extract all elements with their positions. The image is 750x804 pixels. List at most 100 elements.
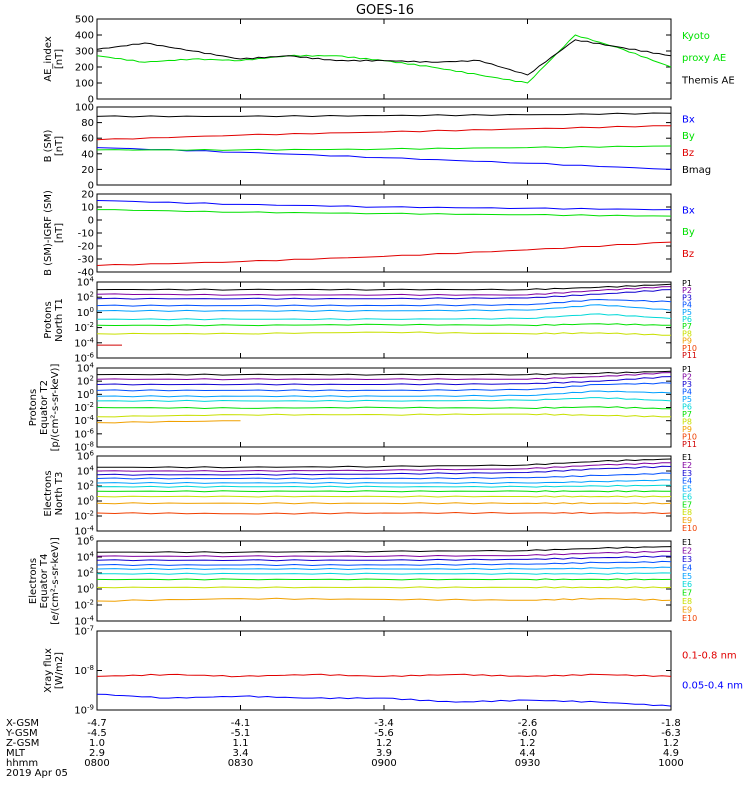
y-axis-label: B (SM)	[43, 129, 54, 162]
panel-bsm: 0 20 40 60 80 100 B (SM) [nT] Bx By Bz Bmag	[43, 103, 711, 192]
series-line-p2	[96, 372, 672, 381]
legend-entry: P9	[682, 337, 692, 346]
series-line-bmag	[96, 112, 672, 118]
x-axis-value: -4.5	[87, 728, 107, 739]
series-line-p7	[96, 323, 672, 327]
y-axis-label: [p/(cm²-s-sr-keV)]	[50, 364, 61, 452]
series-line-p9	[96, 420, 241, 424]
legend-entry: By	[682, 227, 695, 238]
x-axis-value: 1000	[658, 758, 683, 769]
x-axis-value: 1.1	[233, 738, 249, 749]
y-tick-label: 10-4	[74, 336, 94, 349]
legend-entry: proxy AE	[682, 53, 726, 64]
series-line-by	[97, 209, 672, 217]
y-tick-label: 102	[77, 567, 94, 580]
y-tick-label: -30	[78, 255, 94, 266]
x-axis-value: 4.9	[663, 748, 679, 759]
y-tick-label: 106	[77, 450, 95, 463]
series-line-e1	[96, 458, 672, 469]
plot-date: 2019 Apr 05	[6, 768, 68, 779]
series-line-p5	[96, 390, 672, 398]
legend-entry: P3	[682, 293, 692, 302]
y-axis-label: [nT]	[54, 49, 65, 69]
series-line-e5	[96, 479, 672, 485]
legend-entry: P4	[682, 388, 692, 397]
y-axis-label: Xray flux	[43, 648, 54, 693]
legend-entry: P2	[682, 286, 692, 295]
x-axis-value: -6.0	[518, 728, 538, 739]
series-line-p3	[96, 289, 672, 300]
series-line-p5	[96, 304, 672, 312]
y-tick-label: 10-2	[74, 599, 94, 612]
series-line-e4	[96, 472, 672, 480]
x-axis-value: 0800	[84, 758, 109, 769]
y-tick-label: 10-2	[74, 401, 94, 414]
y-tick-label: 0	[88, 95, 94, 106]
x-axis-value: -5.6	[374, 728, 394, 739]
y-tick-label: 20	[81, 190, 94, 201]
y-axis-label: North T1	[54, 298, 65, 342]
y-axis-label: Protons	[28, 389, 39, 426]
y-tick-label: 10	[81, 203, 94, 214]
y-axis-label: Electrons	[43, 470, 54, 516]
panel-ae: 0 100 200 300 400 500 AE_index [nT] Kyoto proxy A…	[43, 15, 735, 106]
series-line-e10	[96, 511, 672, 515]
legend-entry: P11	[682, 351, 697, 360]
panel-xray: 10-9 10-8 10-7 Xray flux [W/m2] 0.1-0.8 nm 0.0…	[43, 625, 743, 717]
series-line-e3	[96, 555, 672, 562]
series-line-e5	[96, 566, 672, 571]
x-axis-value: -5.1	[231, 728, 251, 739]
legend-entry: P1	[682, 279, 692, 288]
y-tick-label: 10-9	[74, 704, 94, 717]
legend-entry: E3	[682, 469, 692, 478]
y-tick-label: 104	[77, 465, 95, 478]
y-tick-label: 106	[77, 535, 95, 548]
series-line-e2	[96, 462, 671, 473]
y-axis-label: North T3	[54, 472, 65, 516]
panel-frame	[96, 281, 672, 359]
series-line-e9	[96, 597, 672, 602]
series-line-bz	[96, 241, 672, 266]
legend-entry: P11	[682, 440, 697, 449]
y-tick-label: 10-4	[74, 414, 94, 427]
legend-entry: E3	[682, 555, 692, 564]
y-axis-label: [W/m2]	[54, 652, 65, 689]
legend-entry: P5	[682, 308, 692, 317]
x-axis-row-label: X-GSM	[6, 718, 39, 729]
plot-title: GOES-16	[356, 3, 414, 18]
y-tick-label: 104	[77, 551, 95, 564]
y-axis-label: AE_index	[43, 36, 54, 82]
y-tick-label: 300	[75, 47, 94, 58]
legend-entry: P10	[682, 344, 697, 353]
legend-entry: 0.05-0.4 nm	[682, 681, 743, 692]
y-tick-label: 10-2	[74, 321, 94, 334]
panel-frame	[96, 540, 672, 622]
legend-entry: E1	[682, 453, 692, 462]
panel-frame	[96, 18, 672, 100]
y-tick-label: -10	[78, 229, 94, 240]
legend-entry: P10	[682, 433, 697, 442]
legend-entry: E2	[682, 546, 692, 555]
series-line-p4	[96, 298, 672, 307]
series-line-p2	[96, 286, 672, 296]
x-axis-value: 1.0	[89, 738, 105, 749]
legend-entry: P8	[682, 418, 692, 427]
legend-entry: E6	[682, 580, 692, 589]
x-axis-value: 3.4	[233, 748, 249, 759]
y-tick-label: 400	[75, 31, 94, 42]
series-line-e7	[96, 490, 671, 493]
series-line-e8	[96, 586, 672, 589]
series-line-p4	[96, 382, 672, 392]
y-tick-label: 10-6	[74, 427, 94, 440]
legend-entry: P2	[682, 373, 692, 382]
legend-entry: E2	[682, 461, 692, 470]
x-axis-value: 0900	[371, 758, 396, 769]
series-line-p7	[96, 406, 672, 410]
legend-entry: E4	[682, 563, 692, 572]
legend-entry: P7	[682, 410, 692, 419]
series-line-p1	[96, 283, 672, 291]
